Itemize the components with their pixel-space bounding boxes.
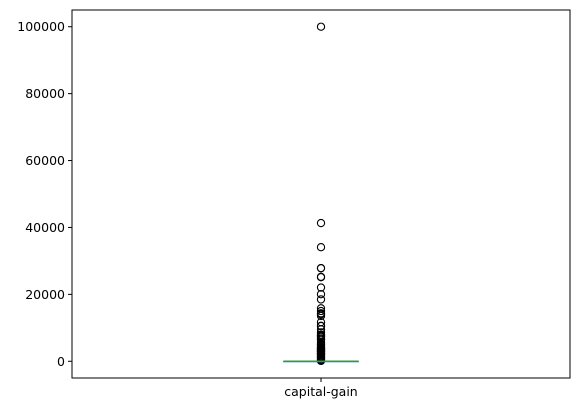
- outlier-point: [316, 321, 326, 331]
- outlier-point: [316, 295, 326, 304]
- y-axis: 0 20000 40000 60000 80000 100000: [17, 19, 72, 369]
- outlier-point: [316, 306, 326, 316]
- y-tick-label: 0: [57, 354, 65, 369]
- outlier-points: [316, 22, 326, 366]
- outlier-point: [316, 218, 326, 228]
- outlier-point: [316, 264, 326, 273]
- outlier-point: [316, 243, 326, 252]
- y-tick-label: 100000: [17, 19, 65, 34]
- outlier-point: [316, 22, 326, 31]
- outlier-point: [316, 290, 326, 299]
- y-tick-label: 80000: [25, 86, 65, 101]
- box-element: [283, 360, 359, 363]
- x-tick-label: capital-gain: [284, 384, 357, 399]
- outlier-point: [316, 273, 326, 282]
- y-tick-label: 60000: [25, 153, 65, 168]
- y-tick-label: 40000: [25, 220, 65, 235]
- x-axis: capital-gain: [284, 378, 358, 399]
- outlier-point: [316, 311, 326, 321]
- y-tick-label: 20000: [25, 287, 65, 302]
